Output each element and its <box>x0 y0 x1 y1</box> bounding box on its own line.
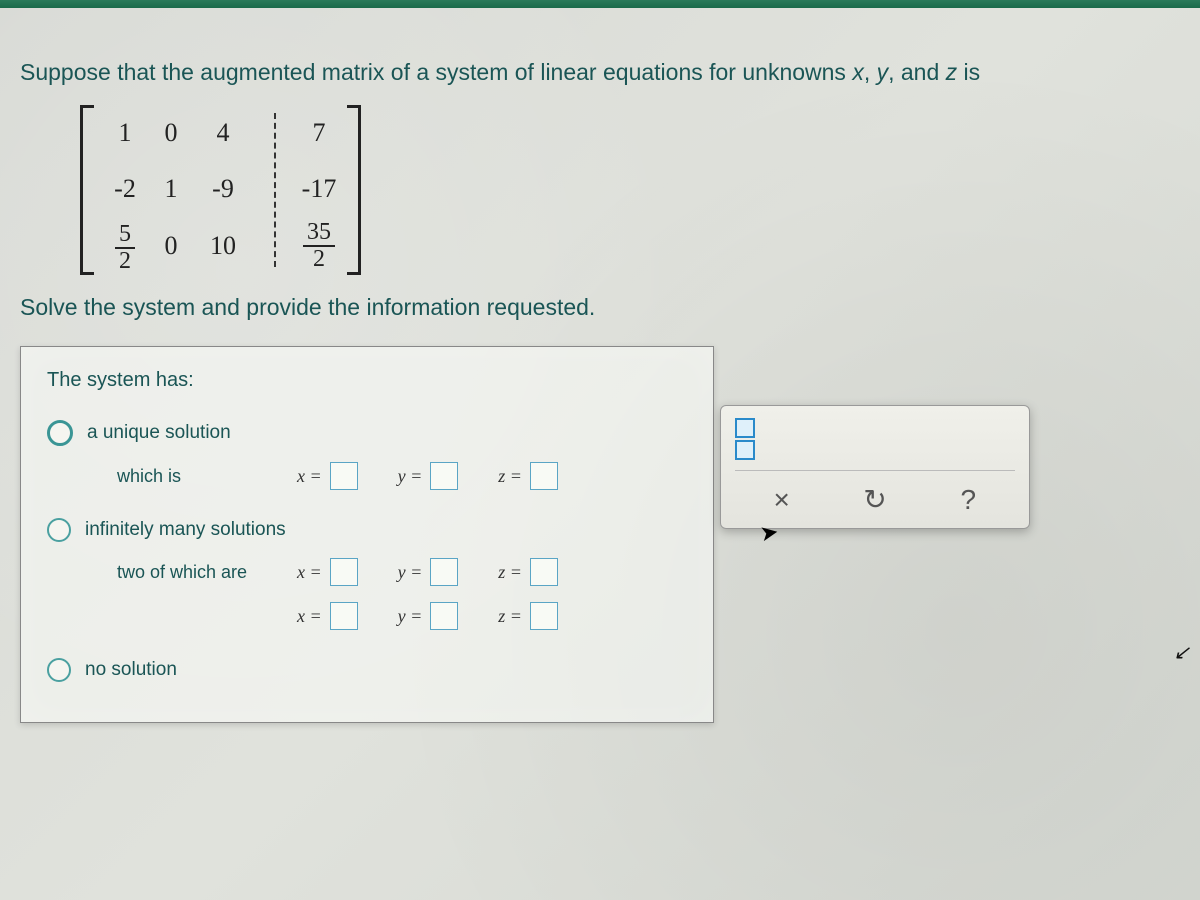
matrix-cell: -17 <box>291 161 347 217</box>
augment-column: 7 -17 35 2 <box>291 105 347 275</box>
radio-none[interactable] <box>47 658 71 682</box>
option-label: no solution <box>85 659 177 681</box>
fraction: 5 2 <box>115 222 135 274</box>
x-equals: x = <box>297 462 358 490</box>
which-is-label: which is <box>117 466 257 487</box>
input-toolbox: × ↻ ? <box>720 405 1030 529</box>
option-label: infinitely many solutions <box>85 519 286 541</box>
radio-unique[interactable] <box>47 420 73 446</box>
matrix-body: 1 0 4 -2 1 -9 5 2 0 10 <box>94 105 260 275</box>
var-y: y <box>877 59 889 85</box>
x-input[interactable] <box>330 602 358 630</box>
unique-inputs: which is x = y = z = <box>117 462 687 490</box>
resize-cursor-icon: ↙ <box>1173 640 1190 665</box>
z-input[interactable] <box>530 602 558 630</box>
var-x: x <box>852 59 864 85</box>
matrix-row-1: 1 0 4 <box>102 105 252 161</box>
reset-icon[interactable]: ↻ <box>855 483 895 516</box>
y-input[interactable] <box>430 602 458 630</box>
z-input[interactable] <box>530 558 558 586</box>
matrix-cell: 10 <box>194 231 252 261</box>
x-input[interactable] <box>330 462 358 490</box>
matrix-cell: 1 <box>148 174 194 204</box>
two-of-which-label: two of which are <box>117 562 257 583</box>
question-line-2: Solve the system and provide the informa… <box>20 290 1180 325</box>
bracket-left <box>80 105 94 275</box>
answer-panel: The system has: a unique solution which … <box>20 346 714 723</box>
var-z: z <box>946 59 958 85</box>
z-input[interactable] <box>530 462 558 490</box>
option-no-solution[interactable]: no solution <box>47 658 687 682</box>
matrix-cell: 7 <box>291 105 347 161</box>
matrix-cell: 1 <box>102 118 148 148</box>
matrix-row-3: 5 2 0 10 <box>102 218 252 274</box>
augment-separator <box>274 113 277 267</box>
help-icon[interactable]: ? <box>948 484 988 516</box>
panel-title: The system has: <box>47 369 687 392</box>
y-input[interactable] <box>430 462 458 490</box>
matrix-cell: -9 <box>194 174 252 204</box>
bracket-right <box>347 105 361 275</box>
matrix-row-2: -2 1 -9 <box>102 161 252 217</box>
matrix-cell: 0 <box>148 118 194 148</box>
question-line-1: Suppose that the augmented matrix of a s… <box>20 55 1180 90</box>
infinite-inputs-2: x = y = z = <box>117 602 687 630</box>
q-prefix: Suppose that the augmented matrix of a s… <box>20 59 852 85</box>
matrix-cell: 5 2 <box>102 218 148 274</box>
fraction-tool-icon[interactable] <box>735 418 755 460</box>
matrix-cell: 0 <box>148 231 194 261</box>
y-input[interactable] <box>430 558 458 586</box>
option-unique-solution[interactable]: a unique solution <box>47 420 687 446</box>
radio-infinite[interactable] <box>47 518 71 542</box>
z-equals: z = <box>498 462 558 490</box>
option-label: a unique solution <box>87 422 231 444</box>
matrix-cell: 4 <box>194 118 252 148</box>
close-icon[interactable]: × <box>762 484 802 516</box>
matrix-cell: 35 2 <box>291 218 347 274</box>
matrix-cell: -2 <box>102 174 148 204</box>
y-equals: y = <box>398 462 459 490</box>
x-input[interactable] <box>330 558 358 586</box>
option-infinite-solutions[interactable]: infinitely many solutions <box>47 518 687 542</box>
infinite-inputs-1: two of which are x = y = z = <box>117 558 687 586</box>
fraction: 35 2 <box>303 220 335 272</box>
augmented-matrix: 1 0 4 -2 1 -9 5 2 0 10 7 <box>80 105 1180 275</box>
